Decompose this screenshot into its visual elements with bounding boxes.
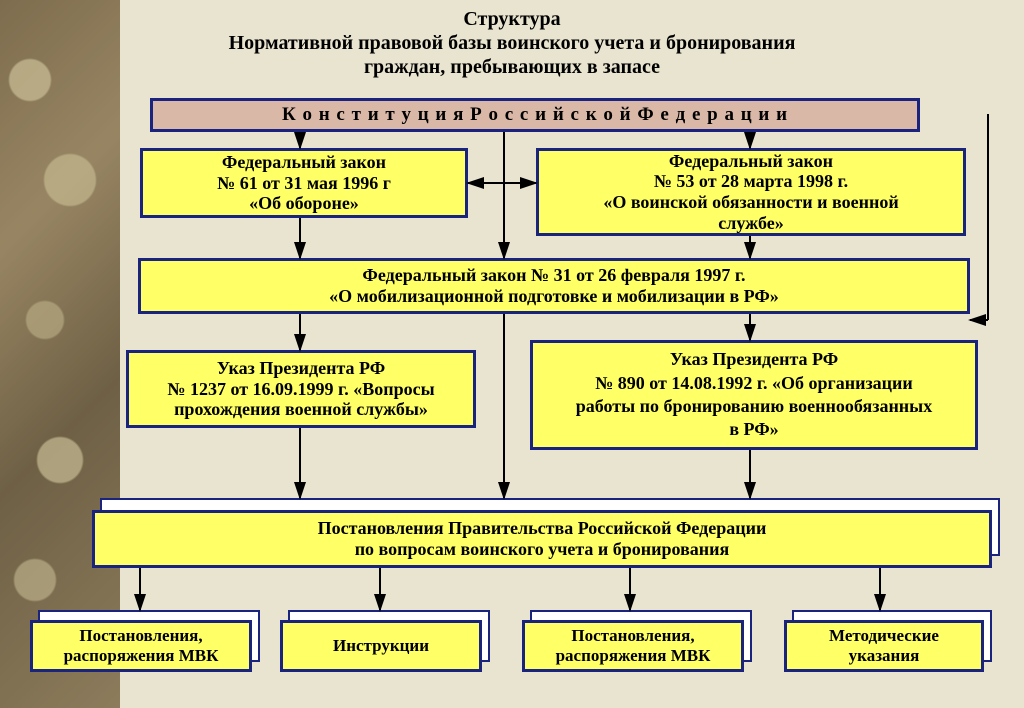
box-constitution: К о н с т и т у ц и я Р о с с и й с к о … xyxy=(150,98,920,132)
box-mvk1: Постановления, распоряжения МВК xyxy=(30,620,252,672)
box-postanov: Постановления Правительства Российской Ф… xyxy=(92,510,992,568)
decorative-sidebar xyxy=(0,0,120,708)
fz53-l1: Федеральный закон xyxy=(669,151,833,172)
ukaz890-l3: работы по бронированию военнообязанных xyxy=(576,395,932,418)
box-ukaz890: Указ Президента РФ № 890 от 14.08.1992 г… xyxy=(530,340,978,450)
mvk2-l2: распоряжения МВК xyxy=(556,646,711,666)
fz31-l1: Федеральный закон № 31 от 26 февраля 199… xyxy=(362,265,745,286)
box-fz31: Федеральный закон № 31 от 26 февраля 199… xyxy=(138,258,970,314)
fz61-l1: Федеральный закон xyxy=(222,152,386,173)
box-ukaz1237: Указ Президента РФ № 1237 от 16.09.1999 … xyxy=(126,350,476,428)
fz53-l2: № 53 от 28 марта 1998 г. xyxy=(654,171,848,192)
fz61-l3: «Об обороне» xyxy=(249,193,359,214)
metod-l2: указания xyxy=(849,646,920,666)
ukaz890-l1: Указ Президента РФ xyxy=(670,348,838,371)
ukaz1237-l2: № 1237 от 16.09.1999 г. «Вопросы xyxy=(167,379,434,400)
title-line2: Нормативной правовой базы воинского учет… xyxy=(0,32,1024,55)
constitution-text: К о н с т и т у ц и я Р о с с и й с к о … xyxy=(282,104,788,126)
postanov-l2: по вопросам воинского учета и бронирован… xyxy=(355,539,730,560)
title-line3: граждан, пребывающих в запасе xyxy=(0,56,1024,79)
mvk2-l1: Постановления, xyxy=(571,626,694,646)
postanov-l1: Постановления Правительства Российской Ф… xyxy=(318,518,767,539)
title-line1: Структура xyxy=(0,8,1024,31)
ukaz1237-l3: прохождения военной службы» xyxy=(174,399,428,420)
fz53-l3: «О воинской обязанности и военной xyxy=(603,192,898,213)
fz53-l4: службе» xyxy=(718,213,783,234)
box-fz53: Федеральный закон № 53 от 28 марта 1998 … xyxy=(536,148,966,236)
box-fz61: Федеральный закон № 61 от 31 мая 1996 г … xyxy=(140,148,468,218)
box-mvk2: Постановления, распоряжения МВК xyxy=(522,620,744,672)
mvk1-l1: Постановления, xyxy=(79,626,202,646)
ukaz1237-l1: Указ Президента РФ xyxy=(217,358,385,379)
fz31-l2: «О мобилизационной подготовке и мобилиза… xyxy=(329,286,779,307)
ukaz890-l4: в РФ» xyxy=(729,418,778,441)
metod-l1: Методические xyxy=(829,626,939,646)
box-metod: Методические указания xyxy=(784,620,984,672)
box-instr: Инструкции xyxy=(280,620,482,672)
mvk1-l2: распоряжения МВК xyxy=(64,646,219,666)
ukaz890-l2: № 890 от 14.08.1992 г. «Об организации xyxy=(595,372,913,395)
fz61-l2: № 61 от 31 мая 1996 г xyxy=(217,173,391,194)
instr-l1: Инструкции xyxy=(333,636,429,656)
